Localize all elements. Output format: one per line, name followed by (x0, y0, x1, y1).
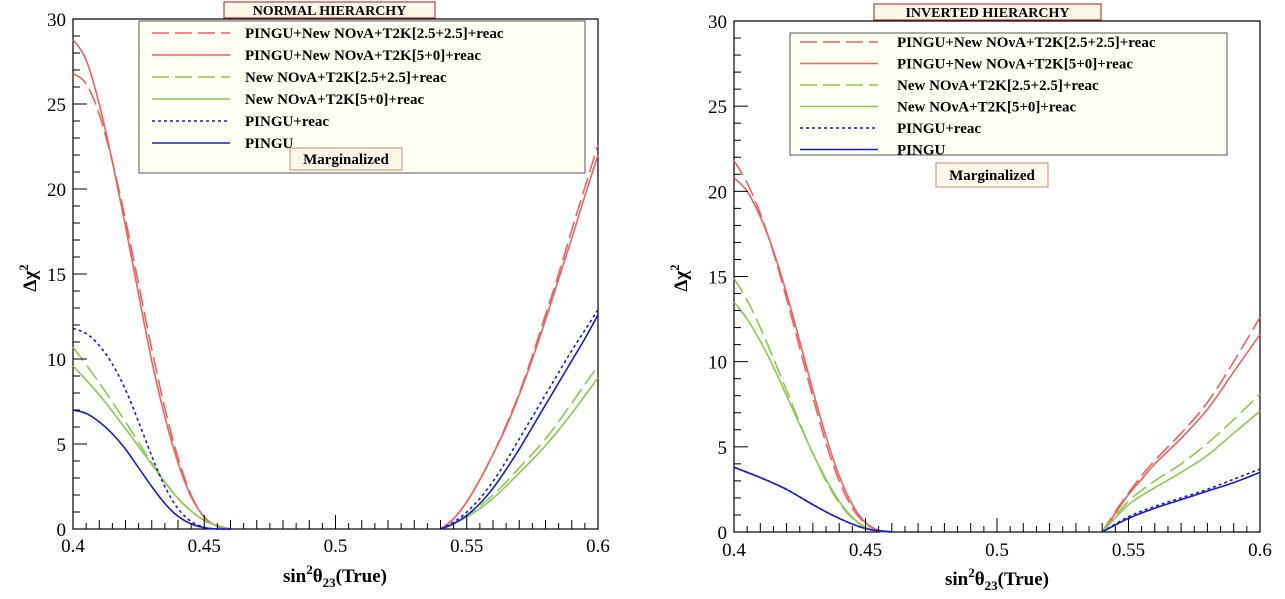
series-line (440, 154, 599, 530)
legend-label: PINGU+New NOνA+T2K[2.5+2.5]+reac (245, 26, 504, 42)
chart-title: INVERTED HIERARCHY (905, 6, 1069, 21)
y-tick-label: 0 (718, 523, 728, 544)
inverted-hierarchy-panel: INVERTED HIERARCHY PINGU+New NOνA+T2K[2.… (667, 3, 1272, 593)
y-tick-label: 25 (708, 97, 727, 118)
chart-title-box (223, 1, 436, 19)
legend-label: PINGU (245, 136, 294, 152)
annotation-box (289, 147, 403, 171)
x-tick-label: 0.45 (849, 540, 882, 561)
x-tick-label: 0.6 (1248, 540, 1272, 561)
axis-ticks: 0.4 0.45 0.5 0.55 0.6 0 5 10 15 20 25 30 (708, 12, 1272, 561)
y-tick-label: 10 (47, 350, 66, 371)
series-line (733, 301, 892, 533)
x-axis-title: sin2θ23(True) (945, 565, 1049, 593)
series-line (1101, 316, 1261, 533)
legend-label: New NOνA+T2K[5+0]+reac (245, 92, 424, 108)
x-axis-title: sin2θ23(True) (283, 562, 387, 590)
annotation-label: Marginalized (949, 168, 1035, 184)
y-tick-label: 30 (708, 12, 727, 33)
series-line (440, 309, 599, 530)
y-tick-label: 15 (47, 265, 66, 286)
y-tick-label: 5 (57, 435, 67, 456)
annotation-label: Marginalized (303, 152, 389, 168)
chart-title-box (873, 3, 1102, 21)
x-tick-label: 0.55 (1112, 540, 1145, 561)
x-tick-label: 0.45 (188, 536, 221, 557)
legend-label: PINGU+New NOνA+T2K[5+0]+reac (897, 57, 1133, 73)
series-line (1101, 393, 1261, 533)
series-line (72, 365, 231, 530)
y-tick-label: 25 (47, 95, 66, 116)
legend-label: New NOνA+T2K[2.5+2.5]+reac (245, 70, 447, 86)
legend-label: PINGU+New NOνA+T2K[5+0]+reac (245, 48, 481, 64)
legend-label: PINGU (897, 143, 946, 159)
series-line (72, 409, 231, 530)
x-tick-label: 0.4 (722, 540, 746, 561)
series-line (1101, 410, 1261, 533)
y-tick-label: 5 (718, 438, 728, 459)
legend-label: PINGU+reac (245, 114, 329, 130)
series-line (733, 160, 892, 533)
y-tick-label: 20 (47, 180, 66, 201)
y-tick-label: 10 (708, 353, 727, 374)
series-line (440, 144, 599, 530)
legend-label: New NOνA+T2K[5+0]+reac (897, 100, 1076, 116)
series-line (72, 346, 231, 530)
series-layer (733, 160, 1261, 533)
y-tick-label: 0 (57, 520, 67, 541)
series-line (733, 466, 892, 533)
legend-label: PINGU+reac (897, 121, 981, 137)
axis-ticks: 0.4 0.45 0.5 0.55 0.6 0 5 10 15 20 25 30 (47, 10, 610, 557)
x-tick-label: 0.4 (61, 536, 85, 557)
y-axis-title: Δχ2 (16, 264, 41, 291)
y-tick-label: 20 (708, 182, 727, 203)
normal-hierarchy-panel: NORMAL HIERARCHY PINGU+New NOνA+T2K[2.5+… (16, 1, 610, 590)
x-tick-label: 0.5 (324, 536, 348, 557)
y-axis-title: Δχ2 (667, 264, 692, 291)
x-tick-label: 0.5 (985, 540, 1009, 561)
series-line (1101, 468, 1261, 533)
legend-label: New NOνA+T2K[2.5+2.5]+reac (897, 78, 1099, 94)
legend-label: PINGU+New NOνA+T2K[2.5+2.5]+reac (897, 35, 1156, 51)
y-tick-label: 30 (47, 10, 66, 31)
x-tick-label: 0.55 (450, 536, 483, 557)
series-line (733, 177, 892, 533)
legend: PINGU+New NOνA+T2K[2.5+2.5]+reac PINGU+Ne… (138, 20, 586, 174)
annotation-box (935, 162, 1049, 188)
x-tick-label: 0.6 (586, 536, 610, 557)
legend: PINGU+New NOνA+T2K[2.5+2.5]+reac PINGU+Ne… (789, 32, 1228, 159)
legend-box (789, 32, 1228, 156)
series-line (733, 277, 892, 533)
y-tick-label: 15 (708, 268, 727, 289)
chart-title: NORMAL HIERARCHY (253, 4, 407, 19)
series-line (1101, 333, 1261, 533)
